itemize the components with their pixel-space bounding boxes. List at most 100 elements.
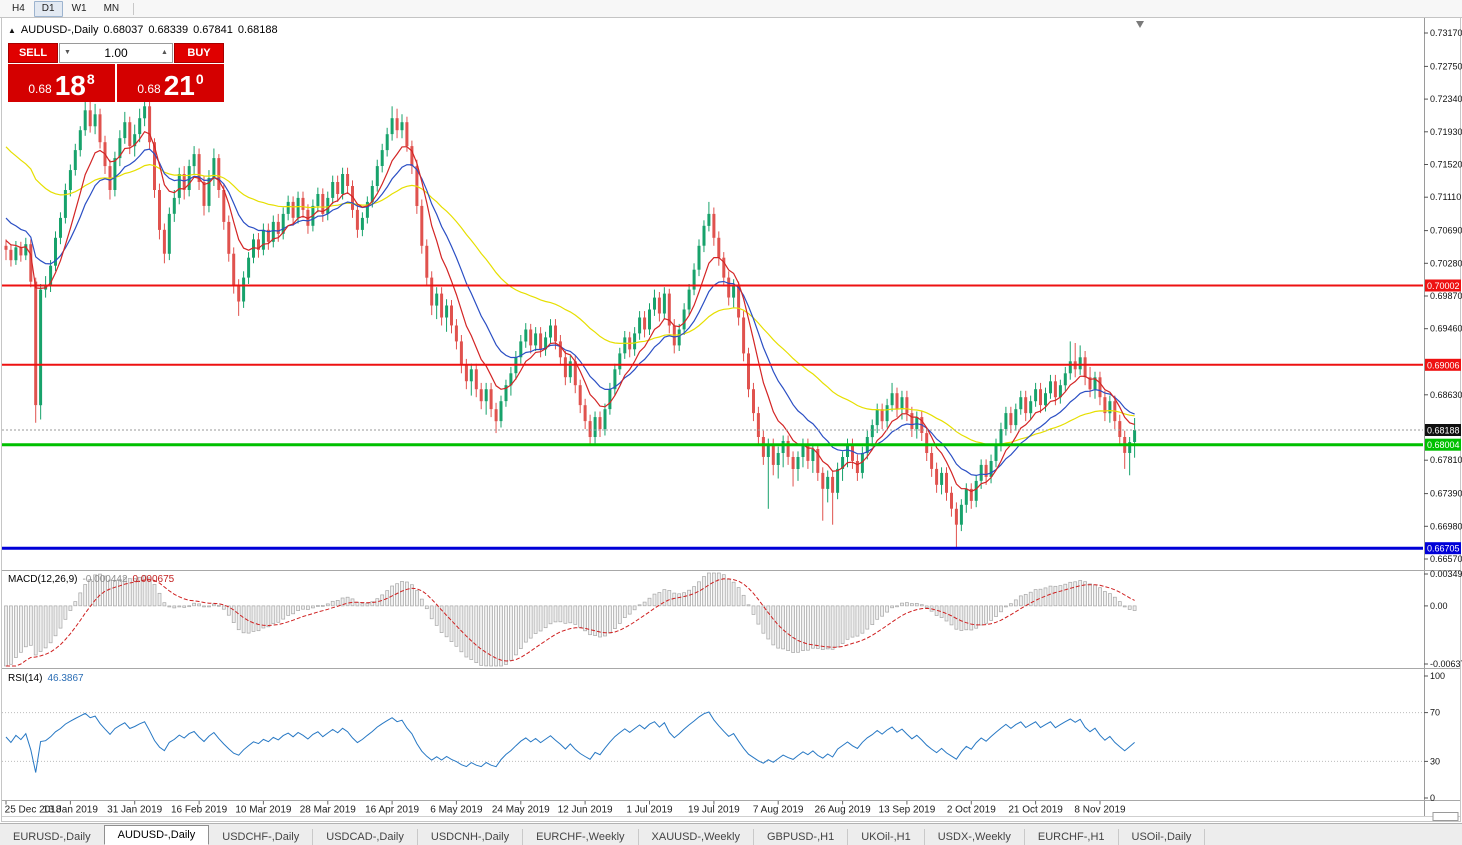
rsi-value: 46.3867	[47, 673, 84, 684]
tab-ukoil-h1[interactable]: UKOil-,H1	[848, 829, 925, 845]
svg-text:0.68188: 0.68188	[1427, 426, 1460, 436]
tab-audusd-daily[interactable]: AUDUSD-,Daily	[103, 825, 210, 845]
tab-usdcad-daily[interactable]: USDCAD-,Daily	[313, 829, 418, 845]
svg-text:16 Apr 2019: 16 Apr 2019	[365, 805, 419, 816]
buy-button[interactable]: BUY	[174, 43, 224, 63]
svg-text:26 Aug 2019: 26 Aug 2019	[815, 805, 872, 816]
svg-text:0.70280: 0.70280	[1430, 258, 1462, 268]
tab-usdcnh-daily[interactable]: USDCNH-,Daily	[418, 829, 524, 845]
tab-eurchf-weekly[interactable]: EURCHF-,Weekly	[523, 829, 639, 845]
svg-text:100: 100	[1430, 671, 1445, 681]
toolbar-separator	[133, 2, 135, 15]
macd-scale[interactable]: 0.00349 0.00 -0.00637	[1424, 569, 1462, 669]
tab-usoil-daily[interactable]: USOil-,Daily	[1119, 829, 1206, 845]
scrollbar-corner-box[interactable]	[1432, 812, 1459, 821]
svg-text:21 Oct 2019: 21 Oct 2019	[1008, 805, 1063, 816]
svg-text:31 Jan 2019: 31 Jan 2019	[107, 805, 162, 816]
svg-text:13 Jan 2019: 13 Jan 2019	[43, 805, 98, 816]
tab-eurchf-h1[interactable]: EURCHF-,H1	[1025, 829, 1119, 845]
svg-text:0.70002: 0.70002	[1427, 281, 1460, 291]
timeframe-button-h4[interactable]: H4	[12, 2, 25, 14]
buy-price-pips: 21	[163, 70, 195, 101]
rsi-line	[5, 711, 1135, 773]
svg-text:12 Jun 2019: 12 Jun 2019	[558, 805, 613, 816]
ohlc-open: 0.68037	[103, 24, 144, 36]
timeframe-button-d1[interactable]: D1	[33, 0, 63, 17]
timeframe-button-mn[interactable]: MN	[103, 2, 120, 14]
svg-text:0.72750: 0.72750	[1430, 61, 1462, 71]
buy-price-point: 0	[195, 71, 204, 87]
svg-text:30: 30	[1430, 756, 1440, 766]
sell-price-prefix: 0.68	[28, 82, 52, 96]
rsi-name: RSI(14)	[8, 673, 43, 684]
rsi-level-lines	[2, 712, 1423, 762]
svg-text:70: 70	[1430, 708, 1440, 718]
svg-text:0.67390: 0.67390	[1430, 489, 1462, 499]
svg-text:8 Nov 2019: 8 Nov 2019	[1074, 805, 1126, 816]
svg-text:0.71110: 0.71110	[1430, 192, 1461, 202]
chart-symbol-period: AUDUSD-,Daily	[20, 24, 99, 36]
macd-name: MACD(12,26,9)	[8, 574, 78, 585]
svg-text:10 Mar 2019: 10 Mar 2019	[235, 805, 292, 816]
svg-text:0.72340: 0.72340	[1430, 94, 1462, 104]
svg-text:0.71930: 0.71930	[1430, 127, 1462, 137]
svg-text:0.73170: 0.73170	[1430, 28, 1462, 38]
svg-text:16 Feb 2019: 16 Feb 2019	[171, 805, 228, 816]
volume-stepper[interactable]: ▼ 1.00 ▲	[59, 43, 173, 63]
slow-ma-yellow	[5, 146, 1135, 446]
chart-frame	[1, 17, 1461, 822]
svg-text:28 Mar 2019: 28 Mar 2019	[300, 805, 357, 816]
macd-signal-value: 0.000675	[132, 574, 175, 585]
volume-input[interactable]: 1.00	[104, 46, 128, 60]
candlesticks	[4, 91, 1137, 547]
svg-text:0.66980: 0.66980	[1430, 521, 1462, 531]
tab-gbpusd-h1[interactable]: GBPUSD-,H1	[754, 829, 849, 845]
sell-price-point: 8	[86, 71, 95, 87]
rsi-scale[interactable]: 100 70 30 0	[1424, 671, 1445, 803]
svg-text:7 Aug 2019: 7 Aug 2019	[753, 805, 804, 816]
svg-text:0.69870: 0.69870	[1430, 291, 1462, 301]
tab-usdx-weekly[interactable]: USDX-,Weekly	[925, 829, 1025, 845]
tab-xauusd-weekly[interactable]: XAUUSD-,Weekly	[639, 829, 754, 845]
svg-text:0.69006: 0.69006	[1427, 360, 1460, 370]
volume-decrease-icon[interactable]: ▼	[64, 49, 71, 56]
sell-price-pips: 18	[54, 70, 86, 101]
svg-text:6 May 2019: 6 May 2019	[430, 805, 483, 816]
buy-price-prefix: 0.68	[137, 82, 161, 96]
chart-tab-bar: EURUSD-,Daily AUDUSD-,Daily USDCHF-,Daily U…	[0, 823, 1462, 845]
svg-text:0.70690: 0.70690	[1430, 226, 1462, 236]
svg-text:0.68004: 0.68004	[1427, 440, 1460, 450]
ohlc-close: 0.68188	[237, 24, 278, 36]
price-scale[interactable]: 0.73170 0.72750 0.72340 0.71930 0.71520 0.711…	[1424, 28, 1462, 564]
ohlc-low: 0.67841	[193, 24, 233, 36]
macd-indicator-label: MACD(12,26,9) -0.000442 0.000675	[8, 574, 174, 585]
svg-text:19 Jul 2019: 19 Jul 2019	[688, 805, 740, 816]
svg-text:0.00: 0.00	[1430, 601, 1448, 611]
timeframe-button-w1[interactable]: W1	[71, 2, 87, 14]
svg-text:13 Sep 2019: 13 Sep 2019	[879, 805, 936, 816]
svg-text:1 Jul 2019: 1 Jul 2019	[626, 805, 673, 816]
ohlc-high: 0.68339	[148, 24, 189, 36]
price-scale-tags: 0.70002 0.69006 0.68004 0.66705 0.68188	[1425, 279, 1461, 555]
chart-shift-marker-icon[interactable]	[1136, 21, 1144, 28]
svg-text:0.00349: 0.00349	[1430, 569, 1462, 579]
sell-button[interactable]: SELL	[8, 43, 58, 63]
buy-price-box[interactable]: 0.68 21 0	[117, 64, 224, 102]
svg-text:0.67810: 0.67810	[1430, 455, 1462, 465]
svg-text:2 Oct 2019: 2 Oct 2019	[947, 805, 996, 816]
svg-text:24 May 2019: 24 May 2019	[492, 805, 550, 816]
tab-eurusd-daily[interactable]: EURUSD-,Daily	[0, 829, 105, 845]
svg-text:0.68630: 0.68630	[1430, 390, 1462, 400]
volume-increase-icon[interactable]: ▲	[161, 49, 168, 56]
tab-usdchf-daily[interactable]: USDCHF-,Daily	[209, 829, 314, 845]
chart-title-bar: ▲ AUDUSD-,Daily 0.68037 0.68339 0.67841 …	[8, 24, 278, 36]
svg-text:0.66705: 0.66705	[1427, 544, 1460, 554]
horizontal-line-objects[interactable]	[2, 284, 1423, 550]
chart-window-icon: ▲	[8, 25, 16, 35]
one-click-trade-panel: SELL ▼ 1.00 ▲ BUY 0.68 18 8 0.68 21 0	[8, 43, 224, 102]
sell-price-box[interactable]: 0.68 18 8	[8, 64, 115, 102]
svg-text:0.66570: 0.66570	[1430, 554, 1462, 564]
